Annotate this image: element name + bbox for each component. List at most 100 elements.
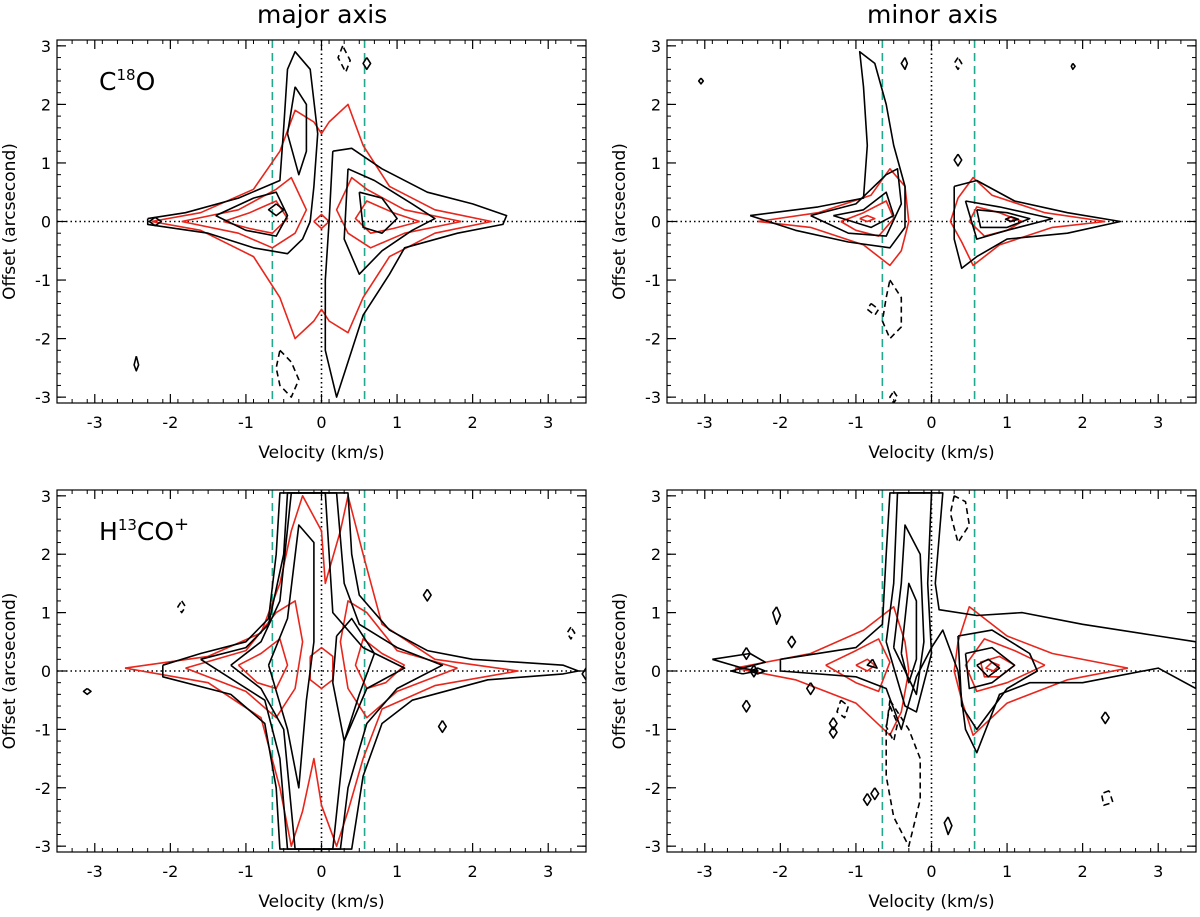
y-tick-label: 3 xyxy=(41,487,51,506)
model-contour xyxy=(237,638,289,690)
y-tick-label: 1 xyxy=(41,154,51,173)
negative-contour xyxy=(566,626,576,640)
y-tick-label: 0 xyxy=(41,662,51,681)
x-tick-label: 0 xyxy=(926,413,936,432)
x-tick-label: -3 xyxy=(87,862,103,881)
x-tick-label: 3 xyxy=(1153,862,1163,881)
y-tick-label: 0 xyxy=(651,213,661,232)
y-tick-label: -3 xyxy=(35,388,51,407)
observed-contour xyxy=(267,203,285,217)
x-tick-label: -2 xyxy=(162,862,178,881)
negative-contour xyxy=(949,495,971,544)
observed-contour xyxy=(146,50,319,255)
x-tick-label: -1 xyxy=(848,862,864,881)
model-contour xyxy=(949,176,1106,267)
y-tick-label: -2 xyxy=(35,330,51,349)
y-axis-label: Offset (arcsecond) xyxy=(610,143,630,300)
observed-contour xyxy=(806,682,816,696)
negative-contour xyxy=(275,349,300,398)
y-tick-label: -1 xyxy=(35,720,51,739)
plot-area xyxy=(667,490,1196,852)
molecule-label: C18O xyxy=(99,66,155,96)
observed-contour xyxy=(1070,62,1076,71)
model-contour xyxy=(953,606,1129,736)
x-tick-label: 1 xyxy=(1002,862,1012,881)
observed-contour xyxy=(332,617,376,742)
y-tick-label: 3 xyxy=(651,37,661,56)
model-contour xyxy=(335,176,462,249)
observed-contour xyxy=(230,492,406,850)
negative-contour xyxy=(866,302,880,316)
y-tick-label: 3 xyxy=(41,37,51,56)
y-tick-label: -1 xyxy=(35,271,51,290)
observed-contour xyxy=(976,658,1001,678)
negative-contour xyxy=(337,45,351,73)
x-tick-label: -3 xyxy=(697,413,713,432)
negative-contour xyxy=(881,279,903,340)
model-contour xyxy=(825,638,891,693)
c18o-major-axis-panel: -3 -2 -1 0 1 2 3 -3 -2 -1 0 1 2 3 Velocity (km/s) Offse… xyxy=(0,37,587,463)
major-axis-title: major axis xyxy=(257,0,388,29)
observed-contour xyxy=(862,793,872,807)
observed-contour xyxy=(957,629,1039,731)
x-tick-label: 0 xyxy=(316,862,326,881)
observed-contour xyxy=(1100,711,1110,725)
observed-contour xyxy=(892,524,925,696)
negative-contour xyxy=(885,705,899,742)
x-tick-label: 1 xyxy=(1002,413,1012,432)
observed-contour xyxy=(148,216,163,227)
x-tick-label: 1 xyxy=(392,413,402,432)
observed-contour xyxy=(343,168,436,275)
y-axis-label: Offset (arcsecond) xyxy=(610,593,630,750)
x-tick-label: -1 xyxy=(238,862,254,881)
observed-contour xyxy=(870,787,880,801)
observed-contour xyxy=(422,588,432,602)
y-tick-label: 2 xyxy=(651,95,661,114)
observed-contour xyxy=(215,191,289,237)
x-tick-label: 2 xyxy=(1078,413,1088,432)
observed-contour xyxy=(437,720,447,734)
x-tick-label: 3 xyxy=(543,413,553,432)
x-axis-label: Velocity (km/s) xyxy=(258,892,384,912)
x-tick-label: -2 xyxy=(772,862,788,881)
h13co-minor-axis-panel: -3 -2 -1 0 1 2 3 -3 -2 -1 0 1 2 3 Velocity (km/s) Offse… xyxy=(610,487,1197,912)
x-tick-label: 2 xyxy=(468,413,478,432)
observed-contour xyxy=(866,658,878,669)
model-contour xyxy=(151,103,493,340)
observed-contour xyxy=(787,635,797,649)
model-contour xyxy=(859,214,876,223)
y-tick-label: 0 xyxy=(651,662,661,681)
c18o-minor-axis-panel: -3 -2 -1 0 1 2 3 -3 -2 -1 0 1 2 3 Velocity (km/s) Offse… xyxy=(610,37,1197,463)
molecule-label: H13CO+ xyxy=(99,514,189,546)
x-tick-label: -3 xyxy=(87,413,103,432)
y-tick-label: 2 xyxy=(651,545,661,564)
observed-contour xyxy=(964,646,1016,690)
x-tick-label: -1 xyxy=(238,413,254,432)
observed-contour xyxy=(964,200,1054,240)
negative-contour xyxy=(836,699,850,719)
observed-contour xyxy=(943,816,953,836)
y-tick-label: 1 xyxy=(651,154,661,173)
model-contour xyxy=(734,606,910,736)
x-axis-label: Velocity (km/s) xyxy=(868,443,994,463)
y-tick-label: -2 xyxy=(35,779,51,798)
observed-contour xyxy=(976,209,1031,229)
x-tick-label: -2 xyxy=(772,413,788,432)
model-contour xyxy=(124,495,519,847)
observed-contour xyxy=(82,687,92,696)
y-tick-label: -3 xyxy=(645,388,661,407)
plot-area xyxy=(57,40,586,403)
observed-contour xyxy=(162,492,580,850)
negative-contour xyxy=(1100,789,1114,807)
plot-area xyxy=(667,40,1196,403)
negative-contour xyxy=(889,390,899,403)
observed-contour xyxy=(286,86,308,176)
observed-contour xyxy=(324,147,508,398)
x-tick-label: -1 xyxy=(848,413,864,432)
observed-contour xyxy=(885,492,933,713)
observed-contour xyxy=(833,191,895,229)
minor-axis-title: minor axis xyxy=(867,0,998,29)
x-tick-label: 3 xyxy=(1153,413,1163,432)
model-contour xyxy=(309,646,334,690)
observed-contour xyxy=(697,77,705,85)
